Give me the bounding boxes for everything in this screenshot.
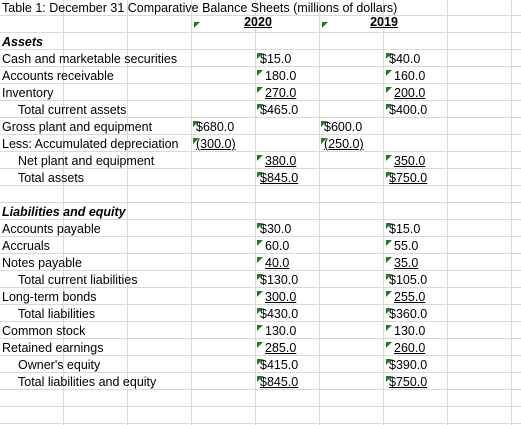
value-2019-accdep[interactable]: (250.0): [324, 137, 364, 151]
row-label-accruals[interactable]: Accruals: [2, 239, 50, 253]
error-indicator-icon: [386, 359, 392, 365]
value-2019-tca[interactable]: $400.0: [389, 103, 428, 117]
value-2019-np[interactable]: 35.0: [394, 256, 419, 270]
value-2019-cs[interactable]: 130.0: [394, 324, 426, 338]
value-2019-gpe[interactable]: $600.0: [324, 120, 363, 134]
value-2020-npe[interactable]: 380.0: [265, 154, 297, 168]
error-indicator-icon: [193, 121, 199, 127]
error-indicator-icon: [386, 53, 392, 59]
value-2019-oe[interactable]: $390.0: [389, 358, 428, 372]
value-2020-ltb[interactable]: 300.0: [265, 290, 297, 304]
error-indicator-icon: [193, 138, 199, 144]
value-2019-accruals[interactable]: 55.0: [394, 239, 419, 253]
error-indicator-icon: [257, 70, 263, 76]
row-label-ltb[interactable]: Long-term bonds: [2, 290, 97, 304]
header-2019[interactable]: 2019: [370, 15, 398, 29]
error-indicator-icon: [321, 121, 327, 127]
error-indicator-icon: [257, 325, 263, 331]
error-indicator-icon: [257, 223, 263, 229]
value-2020-oe[interactable]: $415.0: [260, 358, 299, 372]
row-label-tca[interactable]: Total current assets: [18, 103, 127, 117]
value-2020-cash[interactable]: $15.0: [260, 52, 292, 66]
value-2020-cs[interactable]: 130.0: [265, 324, 297, 338]
value-2020-gpe[interactable]: $680.0: [196, 120, 235, 134]
value-2020-tle[interactable]: $845.0: [260, 375, 299, 389]
value-2019-tcl[interactable]: $105.0: [389, 273, 428, 287]
value-2020-accdep[interactable]: (300.0): [196, 137, 236, 151]
error-indicator-icon: [321, 138, 327, 144]
value-2020-np[interactable]: 40.0: [265, 256, 290, 270]
value-2020-ap[interactable]: $30.0: [260, 222, 292, 236]
error-indicator-icon: [386, 342, 392, 348]
row-label-ap[interactable]: Accounts payable: [2, 222, 101, 236]
value-2020-tcl[interactable]: $130.0: [260, 273, 299, 287]
error-indicator-icon: [257, 342, 263, 348]
value-2019-ltb[interactable]: 255.0: [394, 290, 426, 304]
error-indicator-icon: [257, 240, 263, 246]
error-indicator-icon: [257, 257, 263, 263]
value-2019-ar[interactable]: 160.0: [394, 69, 426, 83]
row-label-tcl[interactable]: Total current liabilities: [18, 273, 138, 287]
error-indicator-icon: [386, 155, 392, 161]
error-indicator-icon: [386, 291, 392, 297]
value-2019-cash[interactable]: $40.0: [389, 52, 421, 66]
error-indicator-icon: [194, 22, 200, 28]
error-indicator-icon: [386, 376, 392, 382]
error-indicator-icon: [386, 172, 392, 178]
row-label-gpe[interactable]: Gross plant and equipment: [2, 120, 153, 134]
value-2020-inventory[interactable]: 270.0: [265, 86, 297, 100]
error-indicator-icon: [386, 70, 392, 76]
row-label-inventory[interactable]: Inventory: [2, 86, 54, 100]
value-2019-inventory[interactable]: 200.0: [394, 86, 426, 100]
row-label-oe[interactable]: Owner's equity: [18, 358, 101, 372]
error-indicator-icon: [257, 291, 263, 297]
section-liabilities-equity[interactable]: Liabilities and equity: [2, 205, 126, 219]
value-2019-ta[interactable]: $750.0: [389, 171, 428, 185]
value-2020-re[interactable]: 285.0: [265, 341, 297, 355]
row-label-cs[interactable]: Common stock: [2, 324, 86, 338]
error-indicator-icon: [257, 53, 263, 59]
error-indicator-icon: [257, 87, 263, 93]
error-indicator-icon: [322, 22, 328, 28]
error-indicator-icon: [386, 308, 392, 314]
error-indicator-icon: [257, 172, 263, 178]
error-indicator-icon: [257, 376, 263, 382]
row-label-cash[interactable]: Cash and marketable securities: [2, 52, 178, 66]
value-2019-tle[interactable]: $750.0: [389, 375, 428, 389]
row-label-accdep[interactable]: Less: Accumulated depreciation: [2, 137, 179, 151]
error-indicator-icon: [257, 155, 263, 161]
section-assets[interactable]: Assets: [2, 35, 43, 49]
value-2020-accruals[interactable]: 60.0: [265, 239, 290, 253]
error-indicator-icon: [386, 325, 392, 331]
error-indicator-icon: [386, 257, 392, 263]
error-indicator-icon: [386, 87, 392, 93]
value-2020-ar[interactable]: 180.0: [265, 69, 297, 83]
error-indicator-icon: [386, 104, 392, 110]
row-label-npe[interactable]: Net plant and equipment: [18, 154, 155, 168]
value-2019-re[interactable]: 260.0: [394, 341, 426, 355]
row-label-ta[interactable]: Total assets: [18, 171, 85, 185]
error-indicator-icon: [257, 104, 263, 110]
value-2019-npe[interactable]: 350.0: [394, 154, 426, 168]
table-title[interactable]: Table 1: December 31 Comparative Balance…: [2, 1, 398, 15]
error-indicator-icon: [257, 308, 263, 314]
row-label-ar[interactable]: Accounts receivable: [2, 69, 114, 83]
error-indicator-icon: [386, 274, 392, 280]
row-label-tle[interactable]: Total liabilities and equity: [18, 375, 157, 389]
error-indicator-icon: [257, 359, 263, 365]
error-indicator-icon: [257, 274, 263, 280]
error-indicator-icon: [386, 223, 392, 229]
value-2019-tl[interactable]: $360.0: [389, 307, 428, 321]
value-2020-tca[interactable]: $465.0: [260, 103, 299, 117]
header-2020[interactable]: 2020: [244, 15, 272, 29]
row-label-re[interactable]: Retained earnings: [2, 341, 104, 355]
value-2020-ta[interactable]: $845.0: [260, 171, 299, 185]
error-indicator-icon: [386, 240, 392, 246]
row-label-np[interactable]: Notes payable: [2, 256, 82, 270]
value-2019-ap[interactable]: $15.0: [389, 222, 421, 236]
row-label-tl[interactable]: Total liabilities: [18, 307, 96, 321]
value-2020-tl[interactable]: $430.0: [260, 307, 299, 321]
